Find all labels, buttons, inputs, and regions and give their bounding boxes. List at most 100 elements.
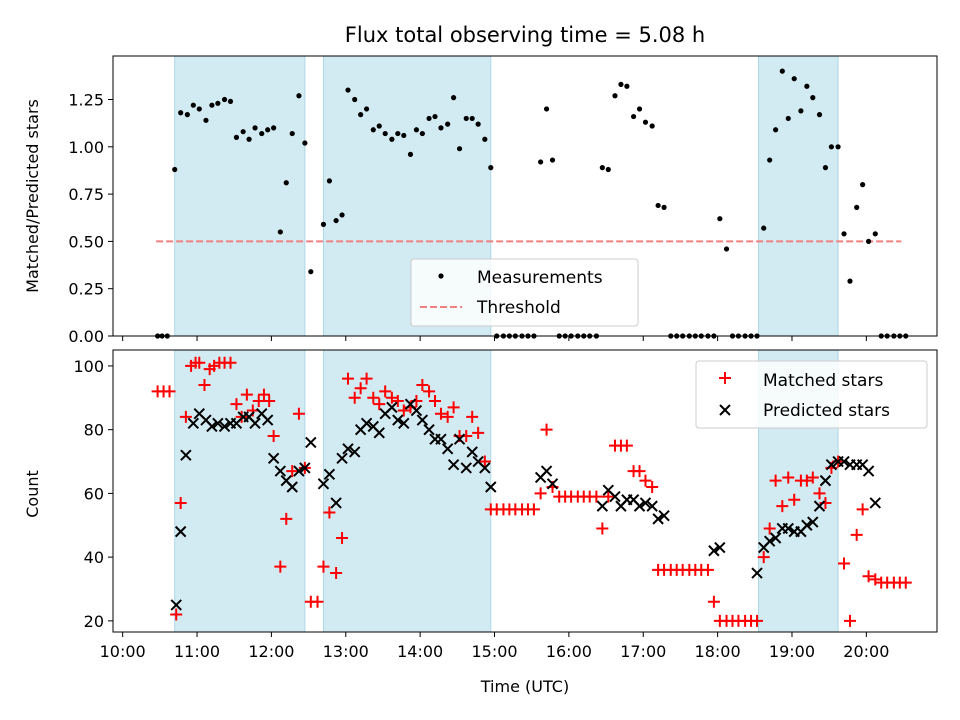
matched-star-point (769, 474, 782, 487)
matched-star-point (354, 382, 367, 395)
measurement-point (203, 117, 209, 123)
matched-star-point (899, 576, 912, 589)
ratio-y-axis: 0.00 0.25 0.50 0.75 1.00 1.25 (68, 91, 113, 346)
matched-star-point (397, 404, 410, 417)
y-tick-label: 60 (84, 484, 104, 503)
predicted-star-point (769, 532, 782, 544)
matched-star-point (263, 394, 276, 407)
measurement-point (779, 68, 785, 74)
measurement-point (810, 95, 816, 101)
predicted-star-point (447, 459, 460, 471)
measurement-point (549, 157, 556, 163)
measurement-point (661, 204, 667, 210)
predicted-star-point (708, 545, 720, 557)
predicted-star-point (652, 513, 664, 525)
predicted-star-point (342, 443, 354, 455)
measurement-point (395, 130, 401, 137)
measurement-point (872, 231, 878, 237)
y-tick-label: 1.00 (68, 138, 104, 157)
measurement-point (184, 112, 190, 118)
x-tick-label: 18:00 (695, 642, 741, 661)
matched-star-point (701, 563, 714, 576)
predicted-star-point (540, 465, 553, 477)
measurement-point (717, 216, 723, 222)
matched-star-point (230, 398, 243, 411)
predicted-star-point (466, 446, 478, 458)
y-tick-label: 0.25 (68, 280, 104, 299)
measurement-point (277, 229, 283, 235)
matched-star-point (596, 522, 609, 535)
predicted-star-point (317, 478, 330, 490)
matched-star-point (367, 391, 380, 404)
ratio-axes-frame (112, 55, 938, 337)
matched-star-point (336, 532, 349, 544)
measurement-point (345, 87, 351, 93)
predicted-star-point (299, 462, 311, 474)
matched-star-point (472, 426, 485, 439)
matched-star-point (782, 471, 795, 484)
measurement-point (773, 127, 779, 133)
matched-star-point (235, 410, 248, 423)
predicted-star-point (862, 465, 875, 477)
measurement-point (320, 221, 327, 227)
matched-star-point (252, 394, 265, 407)
matched-star-point (360, 372, 373, 385)
predicted-star-point (639, 497, 652, 509)
matched-star-point (317, 560, 330, 573)
legend-matched-marker (719, 372, 731, 384)
predicted-star-point (249, 417, 261, 429)
predicted-star-point (410, 404, 423, 417)
matched-star-point (267, 430, 280, 443)
measurement-point (451, 95, 457, 101)
measurement-point (865, 238, 872, 245)
matched-star-point (429, 394, 442, 407)
measurement-point (265, 127, 271, 133)
measurement-point (804, 83, 810, 89)
predicted-star-point (460, 462, 472, 474)
measurement-point (543, 106, 550, 112)
matched-star-point (763, 522, 776, 535)
predicted-star-point (813, 500, 826, 512)
measurement-point (432, 113, 438, 120)
predicted-star-point (174, 525, 187, 538)
matched-star-point (590, 490, 603, 503)
matched-star-point (843, 614, 856, 627)
matched-star-point (441, 410, 454, 423)
predicted-star-point (305, 436, 317, 449)
matched-star-point (311, 595, 324, 608)
matched-star-point (193, 356, 206, 369)
predicted-star-point (609, 490, 621, 503)
measurement-point (636, 106, 643, 112)
predicted-star-point (714, 541, 726, 554)
matched-star-point (862, 570, 875, 583)
matched-star-point (257, 388, 270, 401)
predicted-star-point (267, 452, 280, 465)
measurement-point (723, 246, 730, 252)
observing-interval (174, 55, 306, 337)
predicted-star-point (180, 449, 192, 461)
measurement-point (178, 110, 184, 116)
measurement-point (612, 93, 618, 99)
measurement-point (221, 96, 228, 103)
legend-threshold-label: Threshold (476, 298, 561, 318)
measurement-point (419, 130, 425, 137)
matched-star-point (478, 455, 491, 468)
predicted-star-point (819, 474, 832, 487)
y-tick-label: 100 (73, 357, 104, 376)
measurement-point (438, 125, 444, 131)
predicted-star-point (187, 417, 200, 429)
measurement-point (854, 204, 860, 210)
predicted-star-point (261, 414, 274, 426)
measurement-point (389, 136, 395, 142)
y-tick-label: 40 (84, 548, 104, 567)
predicted-star-point (807, 516, 819, 528)
measurement-point (456, 146, 463, 152)
predicted-star-point (330, 497, 342, 509)
measurement-point (370, 127, 376, 133)
matched-star-point (639, 474, 652, 487)
measurement-point (860, 182, 866, 188)
matched-star-point (280, 512, 293, 525)
measurement-point (445, 121, 451, 127)
measurement-point (841, 231, 847, 237)
predicted-star-point (751, 567, 763, 579)
